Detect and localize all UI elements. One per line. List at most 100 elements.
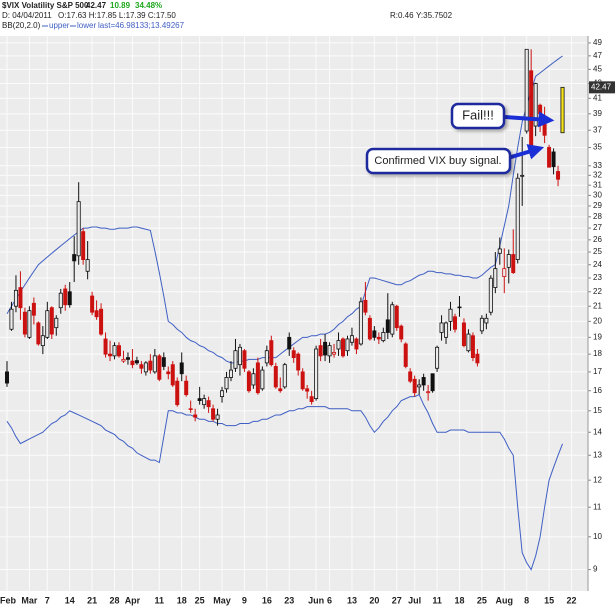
candle-body <box>300 371 305 390</box>
x-tick-label: 6 <box>327 595 332 605</box>
y-tick-label: 23 <box>593 273 602 282</box>
candle-body <box>336 340 341 350</box>
candle-body <box>166 371 171 375</box>
candle-body <box>58 292 63 309</box>
candle-body <box>417 384 422 388</box>
indicator-last: last=46.98133;13.49267 <box>98 21 185 30</box>
x-tick-label: Feb <box>0 595 16 605</box>
candle-body <box>470 335 475 359</box>
candle-body <box>372 330 377 338</box>
candle-body <box>264 350 269 364</box>
candle-body <box>90 295 95 313</box>
x-tick-label: Mar <box>21 595 38 605</box>
candle-body <box>40 335 45 347</box>
candle-body <box>255 362 260 394</box>
candle-body <box>237 346 242 366</box>
candle-body <box>260 369 265 390</box>
x-tick-label: 21 <box>87 595 97 605</box>
y-tick-label: 49 <box>593 38 602 47</box>
y-tick-label: 25 <box>593 247 602 256</box>
candle-body <box>457 306 462 309</box>
y-tick-label: 41 <box>593 93 602 102</box>
symbol-title: $VIX Volatility S&P 500 <box>2 1 89 10</box>
x-tick-label: 22 <box>566 595 576 605</box>
y-tick-label: 19 <box>593 332 602 341</box>
candle-body <box>314 348 319 400</box>
candle-body <box>323 341 328 356</box>
candle-body <box>399 325 404 340</box>
x-tick-label: 14 <box>65 595 75 605</box>
candle-body <box>148 360 153 371</box>
y-tick-label: 10 <box>593 532 602 541</box>
candle-body <box>479 317 484 332</box>
candle-body <box>506 254 511 268</box>
candle-body <box>497 248 502 254</box>
x-tick-label: 15 <box>544 595 554 605</box>
candle-body <box>9 308 14 330</box>
candle-body <box>202 398 207 406</box>
candle-body <box>282 364 287 388</box>
candle-body <box>560 86 565 134</box>
y-tick-label: 13 <box>593 450 602 459</box>
annotation-box <box>450 102 506 130</box>
candle-body <box>345 338 350 352</box>
candle-body <box>421 377 426 386</box>
candle-body <box>520 174 525 177</box>
candle-body <box>220 390 225 398</box>
y-tick-label: 26 <box>593 235 602 244</box>
y-tick-label: 35 <box>593 143 602 152</box>
y-tick-label: 39 <box>593 109 602 118</box>
candle-body <box>211 408 216 420</box>
candle-body <box>461 322 466 347</box>
y-tick-label: 14 <box>593 427 602 436</box>
candle-body <box>394 305 399 329</box>
candle-body <box>332 352 337 355</box>
y-tick-label: 18 <box>593 349 602 358</box>
y-tick-label: 29 <box>593 201 602 210</box>
candle-body <box>184 380 189 396</box>
candle-body <box>484 317 489 324</box>
candle-body <box>112 345 117 357</box>
candle-body <box>551 151 556 168</box>
candle-body <box>529 70 534 147</box>
y-tick-label: 31 <box>593 180 602 189</box>
y-tick-label: 22 <box>593 287 602 296</box>
y-tick-label: 9 <box>593 565 598 574</box>
candle-body <box>452 316 457 330</box>
r-value: R:0.46 <box>390 11 414 20</box>
candle-body <box>502 268 507 278</box>
candle-body <box>435 346 440 369</box>
last-price-box <box>589 81 615 94</box>
indicator-name: BB(20,2.0) <box>2 21 41 30</box>
candle-body <box>488 277 493 313</box>
x-tick-label: 20 <box>369 595 379 605</box>
y-tick-label: 45 <box>593 64 602 73</box>
candle-body <box>161 357 166 367</box>
candle-body <box>36 322 41 345</box>
candle-body <box>349 335 354 343</box>
x-tick-label: 25 <box>477 595 487 605</box>
candle-body <box>542 122 547 136</box>
hover-ohlc: O:17.63 H:17.85 L:17.39 C:17.50 <box>58 11 176 20</box>
candle-body <box>390 304 395 335</box>
candle-body <box>273 366 278 388</box>
candle-body <box>13 289 18 307</box>
x-tick-label: 18 <box>177 595 187 605</box>
x-tick-label: 18 <box>454 595 464 605</box>
candle-body <box>466 333 471 352</box>
y-tick-label: 32 <box>593 170 602 179</box>
candle-body <box>85 259 90 272</box>
candle-body <box>291 350 296 359</box>
candle-body <box>287 336 292 350</box>
candle-body <box>143 362 148 373</box>
candle-body <box>170 364 175 386</box>
candle-body <box>179 362 184 375</box>
candle-body <box>22 311 27 335</box>
price-change-pct: 34.48% <box>135 1 162 10</box>
candle-body <box>439 322 444 333</box>
x-tick-label: 7 <box>45 595 50 605</box>
y-tick-label: 15 <box>593 406 602 415</box>
candle-body <box>94 310 99 318</box>
hover-date: D: 04/04/2011 <box>2 11 52 20</box>
